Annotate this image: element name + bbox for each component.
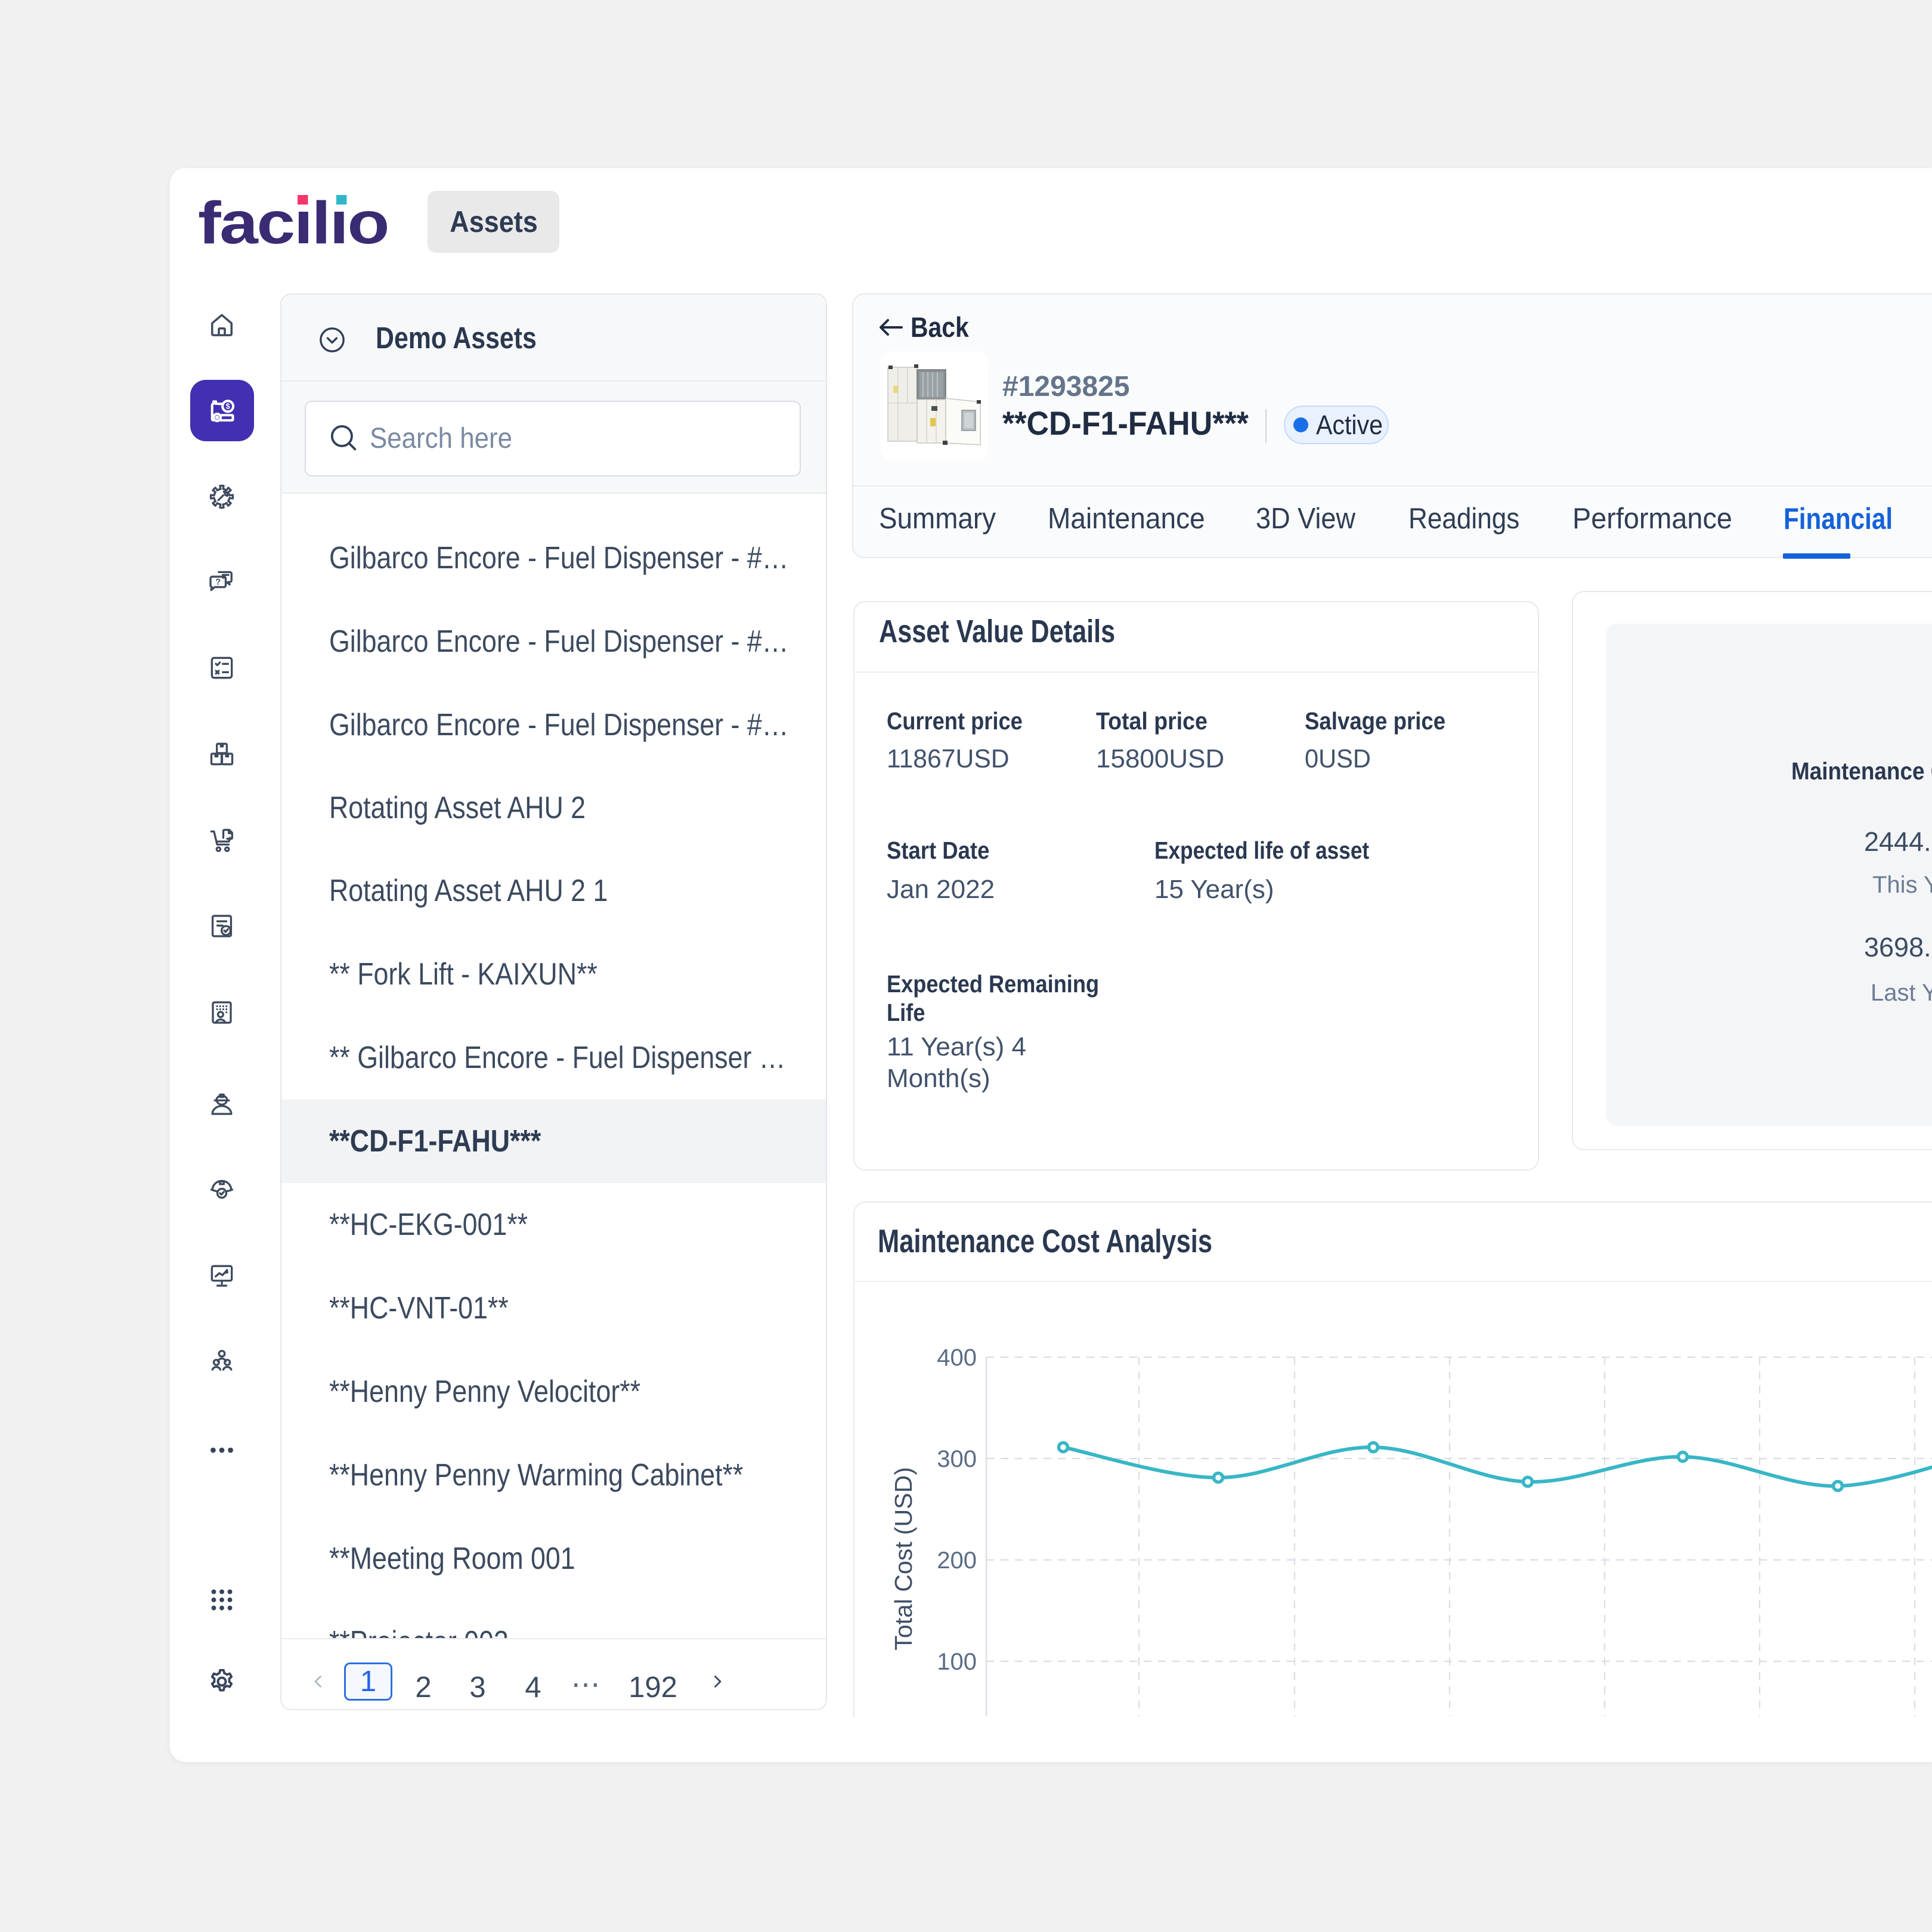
svg-text:Total Cost (USD): Total Cost (USD)	[890, 1467, 917, 1651]
svg-text:100: 100	[937, 1649, 977, 1675]
svg-text:$: $	[225, 402, 230, 410]
svg-text:300: 300	[937, 1446, 977, 1472]
svg-text:400: 400	[937, 1345, 977, 1371]
svg-text:?: ?	[215, 577, 221, 587]
svg-text:200: 200	[937, 1547, 977, 1574]
